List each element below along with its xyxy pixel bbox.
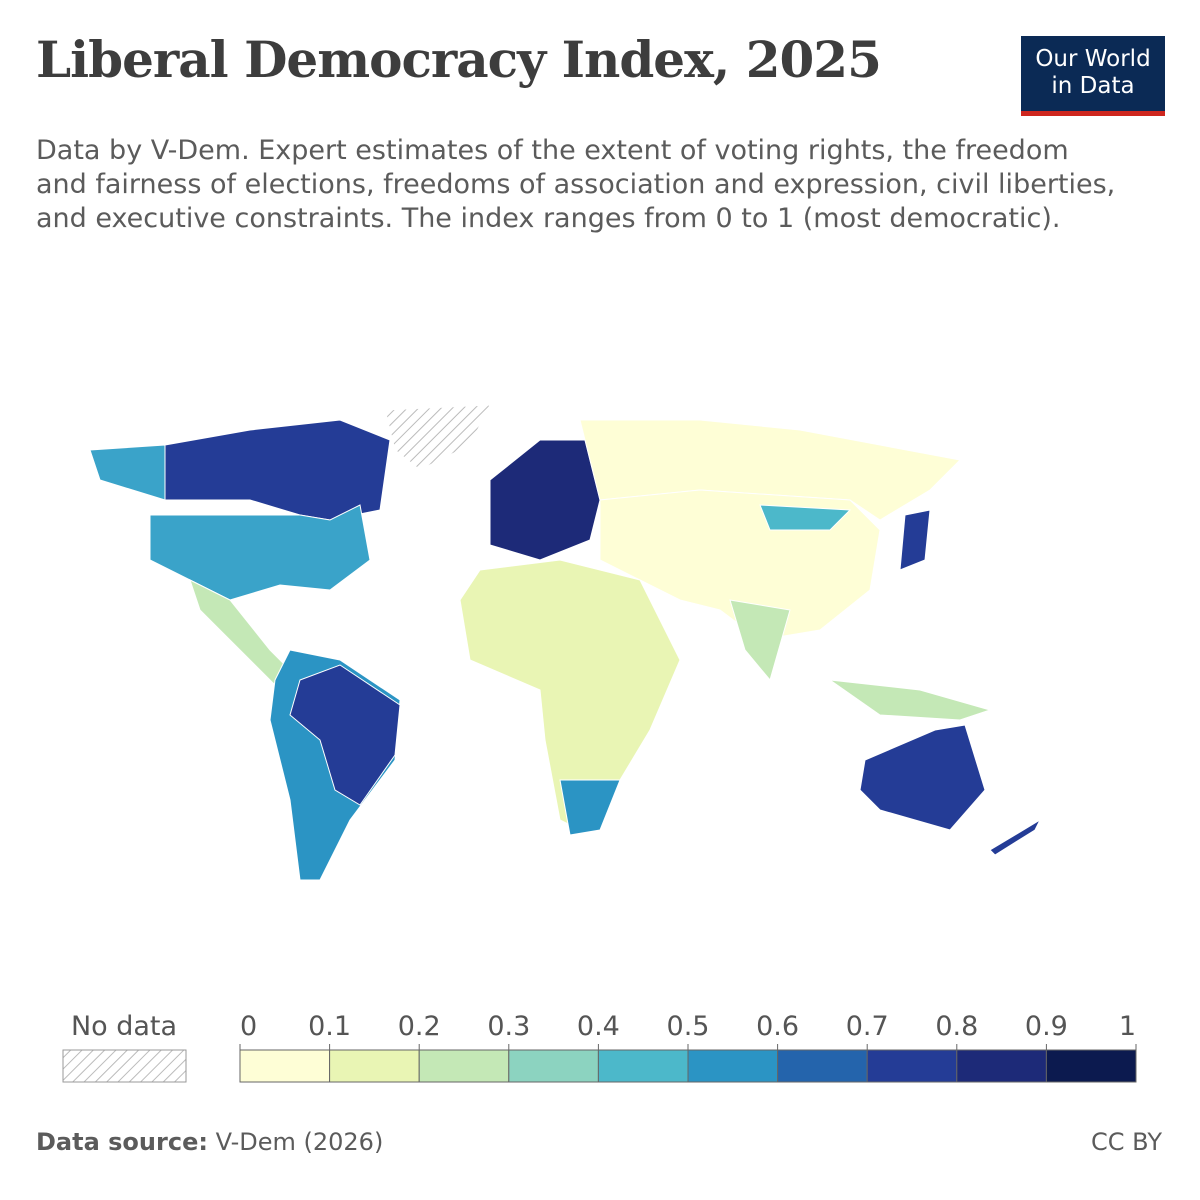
region [759,504,852,531]
legend-tick-label: 0.6 [756,1011,799,1042]
region [164,419,391,521]
no-data-label: No data [71,1011,177,1042]
legend-bin [777,1049,868,1083]
logo-line: Our World [1035,46,1151,72]
region [729,599,791,682]
legend-bin [418,1049,510,1083]
source: Data source: V-Dem (2026) [36,1128,383,1156]
region [289,664,401,806]
legend-tick-label: 0.3 [487,1011,530,1042]
legend-bin [508,1049,599,1083]
legend-bin [239,1049,331,1083]
license[interactable]: CC BY [1091,1128,1162,1156]
source-label: Data source: [36,1128,208,1156]
world-map [89,404,1042,881]
legend-bin [866,1049,958,1083]
legend: 0 0.1 0.2 0.3 0.4 0.5 0.6 0.7 0.8 0.9 1 [239,1011,1137,1083]
legend-bin [329,1049,420,1083]
source-text: V-Dem (2026) [215,1128,384,1156]
logo[interactable]: Our World in Data [1021,36,1165,116]
legend-tick-label: 0 [240,1011,257,1042]
legend-bin [687,1049,779,1083]
region [559,779,621,836]
subtitle: Data by V-Dem. Expert estimates of the e… [36,135,1116,234]
region [829,679,992,721]
legend-bin [1045,1049,1137,1083]
legend-tick-label: 0.9 [1025,1011,1068,1042]
legend-bin [956,1049,1047,1083]
legend-tick-label: 0.8 [935,1011,978,1042]
title: Liberal Democracy Index, 2025 [36,30,882,89]
region [489,439,601,561]
legend-tick-label: 1 [1119,1011,1136,1042]
region [149,504,371,601]
legend-tick-label: 0.1 [308,1011,351,1042]
no-data-swatch [62,1049,187,1083]
legend-tick-label: 0.7 [846,1011,889,1042]
legend-bin [597,1049,689,1083]
region [859,724,986,831]
legend-tick-label: 0.5 [667,1011,710,1042]
legend-tick-label: 0.2 [398,1011,441,1042]
region [89,444,166,501]
region [899,509,931,571]
logo-line: in Data [1051,73,1135,99]
legend-tick-label: 0.4 [577,1011,620,1042]
region [384,404,491,471]
region [989,818,1042,856]
map: No data 0 0.1 0.2 0.3 0.4 0.5 0.6 0.7 0.8 0.9 1 [62,404,1137,1083]
